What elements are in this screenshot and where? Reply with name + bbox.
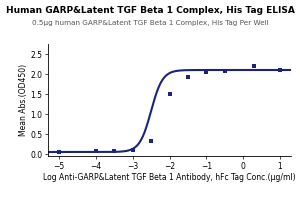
Text: 0.5μg human GARP&Latent TGF Beta 1 Complex, His Tag Per Well: 0.5μg human GARP&Latent TGF Beta 1 Compl… [32, 20, 268, 26]
Y-axis label: Mean Abs.(OD450): Mean Abs.(OD450) [19, 64, 28, 136]
Point [185, 75, 190, 78]
Point [149, 139, 154, 142]
Point [278, 69, 282, 72]
Point [112, 149, 117, 152]
Point [204, 70, 209, 74]
Text: Human GARP&Latent TGF Beta 1 Complex, His Tag ELISA: Human GARP&Latent TGF Beta 1 Complex, Hi… [6, 6, 294, 15]
Point [57, 150, 62, 153]
Point [167, 92, 172, 96]
Point [94, 150, 98, 153]
Point [252, 64, 256, 68]
Point [130, 148, 135, 152]
Point [222, 70, 227, 73]
X-axis label: Log Anti-GARP&Latent TGF Beta 1 Antibody, hFc Tag Conc.(μg/ml): Log Anti-GARP&Latent TGF Beta 1 Antibody… [43, 173, 296, 182]
